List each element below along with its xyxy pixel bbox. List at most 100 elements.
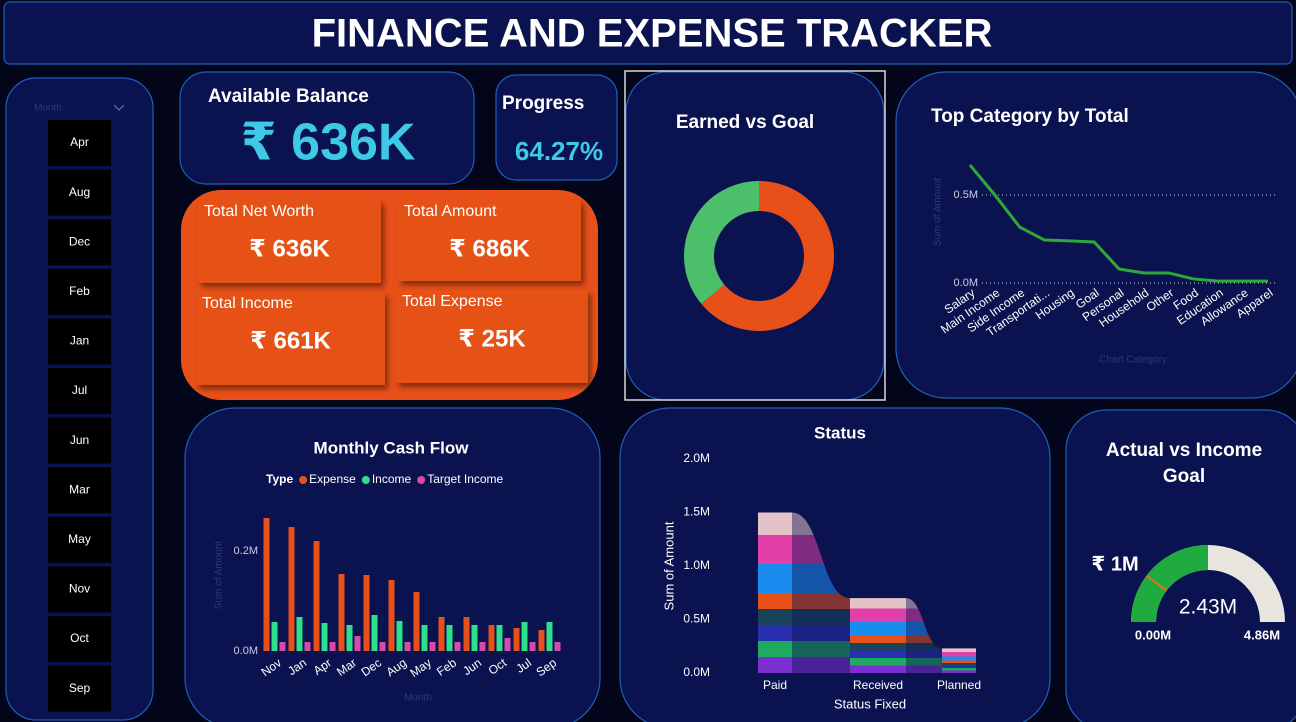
gauge-value-label: 2.43M <box>1179 596 1237 619</box>
ribbon-panel <box>619 407 1051 722</box>
slicer-item-label: Apr <box>70 135 89 149</box>
ribbon-column <box>942 648 976 673</box>
line-series <box>968 164 1268 283</box>
gauge-range-label: 4.86M <box>1244 627 1280 642</box>
bar <box>388 580 395 651</box>
ribbon-column <box>850 598 906 673</box>
bar <box>521 622 528 651</box>
legend-swatch <box>299 476 308 484</box>
slicer-item[interactable] <box>48 268 111 315</box>
slicer-item[interactable] <box>48 318 111 365</box>
bar <box>554 642 561 651</box>
slicer-item[interactable] <box>48 665 111 712</box>
slicer-item[interactable] <box>48 120 111 166</box>
donut-slice <box>701 181 834 331</box>
slicer-item[interactable] <box>48 417 111 464</box>
bar <box>504 638 511 651</box>
bar <box>279 642 286 651</box>
slicer-item[interactable] <box>48 566 111 613</box>
line-panel <box>895 71 1296 399</box>
bar <box>379 642 386 651</box>
y-axis-label: Sum of Amount <box>661 521 676 610</box>
bar <box>371 615 378 651</box>
bar <box>471 625 478 651</box>
bar <box>496 625 503 651</box>
legend-label: Expense <box>309 472 356 486</box>
y-tick-label: 0.0M <box>954 277 978 289</box>
y-axis-label: Sum of Amount <box>933 178 944 247</box>
balance-card <box>179 71 475 185</box>
ribbon <box>906 598 942 673</box>
bar <box>271 622 278 651</box>
y-tick-label: 0.0M <box>683 665 710 679</box>
balance-label: Available Balance <box>208 86 369 107</box>
kpi-card <box>396 290 588 383</box>
kpi-value: ₹ 25K <box>458 325 526 352</box>
bar <box>454 642 461 651</box>
bar <box>363 575 370 651</box>
bar <box>421 625 428 651</box>
bar <box>321 623 328 651</box>
slicer-item[interactable] <box>48 368 111 414</box>
kpi-card <box>196 292 385 385</box>
progress-value: 64.27% <box>515 136 603 166</box>
slicer-item-label: Oct <box>70 631 89 645</box>
bar <box>463 617 470 651</box>
bar <box>304 642 311 651</box>
y-axis-label: Sum of Amount <box>214 541 225 610</box>
kpi-value: ₹ 661K <box>250 327 331 354</box>
bar <box>404 642 411 651</box>
bar <box>346 625 353 651</box>
x-axis-label: Status Fixed <box>834 696 906 711</box>
slicer-item-label: Aug <box>69 185 90 199</box>
bar <box>396 621 403 651</box>
bar <box>446 625 453 651</box>
bar <box>338 574 345 651</box>
chart-title: Earned vs Goal <box>676 112 814 133</box>
slicer-item-label: Jul <box>72 383 87 397</box>
slicer-item-label: Mar <box>69 482 90 496</box>
gauge-range-label: 0.00M <box>1135 627 1171 642</box>
y-tick-label: 2.0M <box>683 451 710 465</box>
slicer-label: Month <box>34 103 62 114</box>
x-tick-label: Paid <box>763 678 787 692</box>
bar <box>479 642 486 651</box>
slicer-item-label: May <box>68 532 91 546</box>
kpi-value: ₹ 686K <box>449 235 530 262</box>
slicer-item[interactable] <box>48 219 111 266</box>
chart-title: Top Category by Total <box>931 106 1129 127</box>
bar <box>429 642 436 651</box>
slicer-item[interactable] <box>48 616 111 662</box>
y-tick-label: 1.0M <box>683 558 710 572</box>
ribbon-column <box>758 512 792 673</box>
legend-label: Income <box>372 472 412 486</box>
gauge-target <box>1145 574 1168 592</box>
x-axis-label: Chart Category <box>1099 355 1167 366</box>
gauge-value <box>1131 545 1208 622</box>
y-tick-label: 0.5M <box>683 612 710 626</box>
bar <box>538 630 545 651</box>
gauge-target-label: ₹ 1M <box>1091 553 1138 575</box>
slicer-item[interactable] <box>48 467 111 514</box>
kpi-card <box>398 200 581 281</box>
bar <box>354 636 361 651</box>
ribbon <box>792 512 850 673</box>
y-tick-label: 0.2M <box>234 545 258 557</box>
kpi-label: Total Income <box>202 295 293 312</box>
chart-title: Actual vs Income Goal <box>1106 440 1262 487</box>
slicer-item[interactable] <box>48 516 111 563</box>
legend-title: Type <box>266 472 293 486</box>
bar <box>438 617 445 651</box>
bar <box>296 617 303 651</box>
bar <box>329 642 336 651</box>
kpi-value: ₹ 636K <box>249 235 330 262</box>
kpi-cards: Total Net Worth ₹ 636K Total Amount ₹ 686K T… <box>196 200 588 385</box>
y-tick-label: 0.5M <box>954 189 978 201</box>
bar <box>529 642 536 651</box>
slicer-item-label: Sep <box>69 681 91 695</box>
bar <box>288 527 295 651</box>
slicer-item-label: Nov <box>69 582 90 596</box>
slicer-item[interactable] <box>48 169 111 216</box>
bar <box>413 592 420 651</box>
